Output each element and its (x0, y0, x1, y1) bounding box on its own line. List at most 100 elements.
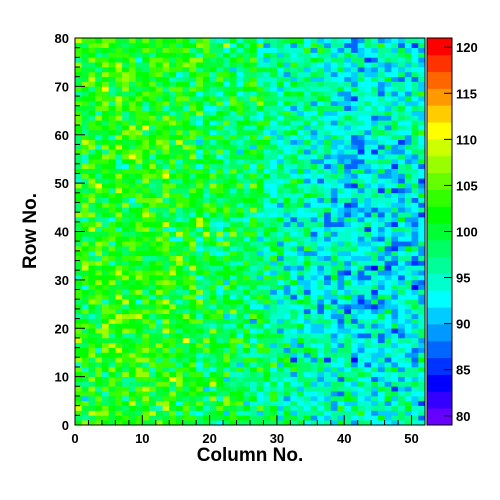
heatmap-cell (182, 47, 190, 53)
heatmap-cell (142, 415, 150, 421)
heatmap-cell (283, 202, 291, 208)
heatmap-cell (108, 415, 116, 421)
heatmap-cell (135, 260, 143, 266)
heatmap-cell (169, 323, 177, 329)
heatmap-cell (81, 173, 89, 179)
heatmap-cell (115, 173, 123, 179)
heatmap-cell (182, 158, 190, 165)
heatmap-cell (142, 279, 150, 286)
heatmap-cell (297, 86, 305, 92)
heatmap-cell (95, 105, 103, 111)
heatmap-cell (115, 149, 123, 155)
heatmap-cell (283, 110, 291, 116)
heatmap-cell (108, 420, 116, 426)
heatmap-cell (364, 192, 372, 198)
heatmap-cell (162, 202, 170, 208)
heatmap-cell (223, 168, 231, 174)
heatmap-cell (169, 405, 177, 411)
heatmap-cell (344, 192, 352, 198)
heatmap-cell (350, 337, 359, 344)
heatmap-cell (75, 279, 83, 286)
heatmap-cell (297, 62, 305, 68)
heatmap-cell (411, 391, 419, 397)
heatmap-cell (290, 308, 298, 315)
heatmap-cell (350, 67, 359, 73)
heatmap-cell (371, 226, 379, 232)
heatmap-cell (384, 76, 392, 82)
heatmap-cell (310, 100, 318, 107)
heatmap-cell (276, 216, 284, 223)
heatmap-cell (202, 129, 210, 136)
heatmap-cell (229, 386, 237, 392)
heatmap-cell (283, 57, 291, 63)
heatmap-cell (270, 57, 278, 63)
heatmap-cell (317, 197, 325, 203)
heatmap-cell (330, 192, 338, 198)
heatmap-cell (101, 212, 109, 218)
heatmap-cell (81, 81, 89, 87)
heatmap-cell (377, 47, 385, 53)
heatmap-cell (128, 323, 136, 329)
heatmap-cell (270, 163, 278, 169)
heatmap-cell (398, 371, 406, 377)
heatmap-cell (142, 81, 150, 87)
heatmap-cell (75, 333, 83, 339)
heatmap-cell (182, 265, 190, 271)
heatmap-cell (337, 381, 345, 387)
heatmap-cell (209, 47, 217, 53)
heatmap-cell (243, 110, 251, 116)
heatmap-cell (182, 391, 190, 397)
heatmap-cell (88, 284, 96, 290)
heatmap-cell (317, 129, 325, 136)
heatmap-cell (297, 42, 305, 49)
heatmap-cell (75, 71, 83, 78)
heatmap-cell (303, 62, 311, 68)
heatmap-cell (330, 299, 338, 305)
heatmap-cell (297, 420, 305, 426)
heatmap-cell (128, 216, 136, 223)
heatmap-cell (404, 352, 412, 358)
heatmap-cell (384, 260, 392, 266)
heatmap-cell (122, 231, 130, 237)
heatmap-cell (344, 347, 352, 353)
heatmap-cell (283, 71, 291, 78)
heatmap-cell (95, 376, 103, 382)
heatmap-cell (229, 76, 237, 82)
heatmap-cell (202, 110, 210, 116)
heatmap-cell (256, 323, 264, 329)
heatmap-cell (350, 163, 359, 169)
heatmap-cell (276, 299, 284, 305)
heatmap-cell (135, 246, 143, 252)
heatmap-cell (357, 139, 365, 145)
heatmap-cell (162, 337, 170, 344)
heatmap-cell (270, 333, 278, 339)
heatmap-cell (404, 47, 412, 53)
heatmap-cell (155, 71, 163, 78)
heatmap-cell (81, 231, 89, 237)
heatmap-cell (411, 376, 419, 382)
heatmap-cell (162, 221, 170, 228)
heatmap-cell (256, 231, 264, 237)
heatmap-cell (128, 226, 136, 232)
heatmap-cell (169, 125, 177, 131)
heatmap-cell (297, 294, 305, 300)
heatmap-cell (391, 115, 399, 121)
heatmap-cell (209, 289, 217, 295)
heatmap-cell (391, 105, 399, 111)
heatmap-cell (250, 192, 258, 198)
heatmap-cell (189, 192, 197, 198)
heatmap-cell (270, 212, 278, 218)
heatmap-cell (196, 105, 204, 111)
heatmap-cell (350, 376, 359, 382)
heatmap-cell (276, 158, 284, 165)
heatmap-cell (398, 279, 406, 286)
heatmap-cell (377, 183, 385, 189)
heatmap-cell (95, 391, 103, 397)
heatmap-cell (95, 139, 103, 145)
heatmap-cell (115, 42, 123, 49)
heatmap-cell (196, 352, 204, 358)
heatmap-cell (236, 67, 244, 73)
heatmap-cell (283, 371, 291, 377)
heatmap-cell (276, 328, 284, 334)
heatmap-cell (169, 139, 177, 145)
